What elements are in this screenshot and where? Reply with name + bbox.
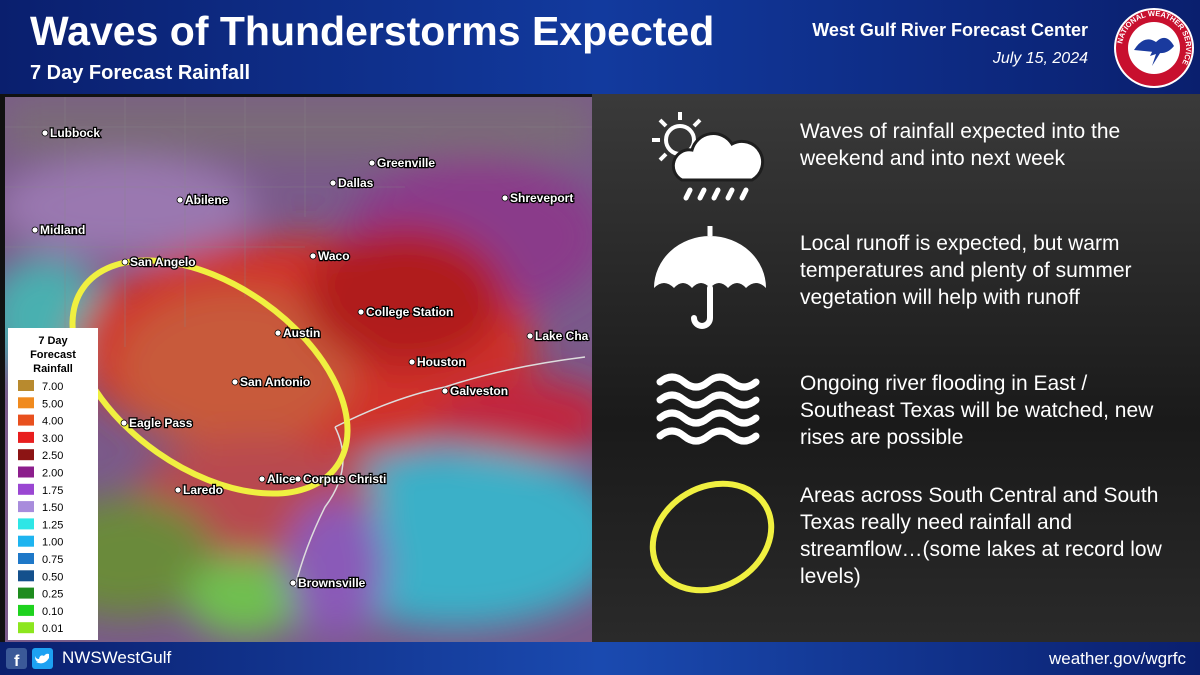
legend-label: 0.10 <box>42 606 63 618</box>
title: Waves of Thunderstorms Expected <box>30 8 715 54</box>
city-dot <box>501 194 509 202</box>
legend-swatch <box>18 604 34 616</box>
city-dot <box>274 329 282 337</box>
city-dot <box>41 129 49 137</box>
legend-swatch <box>18 449 34 461</box>
legend: 7 Day Forecast Rainfall 7.00 5.00 4.00 3.00… <box>8 328 98 640</box>
nws-seal: NATIONAL WEATHER SERVICE <box>1114 8 1194 88</box>
legend-label: 2.50 <box>42 450 63 462</box>
legend-label: 3.00 <box>42 433 63 445</box>
city-label: Corpus Christi <box>303 472 386 486</box>
legend-label: 7.00 <box>42 381 63 393</box>
city-label: Shreveport <box>510 191 573 205</box>
city-dot <box>294 475 302 483</box>
url: weather.gov/wgrfc <box>1048 649 1186 668</box>
date: July 15, 2024 <box>992 50 1088 67</box>
city-dot <box>176 196 184 204</box>
legend-swatch <box>18 535 34 547</box>
header: Waves of Thunderstorms Expected 7 Day Fo… <box>0 0 1200 94</box>
city-label: College Station <box>366 305 453 319</box>
legend-swatch <box>18 518 34 530</box>
city-label: Brownsville <box>298 576 366 590</box>
legend-label: 4.00 <box>42 416 63 428</box>
bullet-text: Ongoing river flooding in East / Southea… <box>800 372 1154 449</box>
city-dot <box>289 579 297 587</box>
handle: NWSWestGulf <box>62 648 172 667</box>
city-dot <box>309 252 317 260</box>
icons <box>649 112 775 594</box>
legend-label: 1.50 <box>42 502 63 514</box>
city-label: San Antonio <box>240 375 310 389</box>
svg-text:f: f <box>14 653 20 670</box>
city-label: Alice <box>267 472 296 486</box>
city-label: Midland <box>40 223 85 237</box>
legend-swatch <box>18 414 34 426</box>
city-dot <box>120 419 128 427</box>
legend-swatch <box>18 553 34 564</box>
legend-label: 1.75 <box>42 485 63 497</box>
city-dot <box>368 159 376 167</box>
city-label: Laredo <box>183 483 223 497</box>
legend-label: 0.50 <box>42 571 63 583</box>
city-dot <box>441 387 449 395</box>
city-dot <box>174 486 182 494</box>
city-label: Eagle Pass <box>129 416 193 430</box>
legend-swatch <box>18 380 34 391</box>
city-label: San Angelo <box>130 255 196 269</box>
footer: f NWSWestGulf weather.gov/wgrfc <box>0 642 1200 675</box>
city-dot <box>329 179 337 187</box>
legend-label: 0.75 <box>42 554 63 566</box>
bullet-text: Areas across South Central and South Tex… <box>800 484 1162 588</box>
legend-swatch <box>18 501 34 513</box>
legend-swatch <box>18 397 34 409</box>
legend-label: 2.00 <box>42 468 63 480</box>
city-label: Lubbock <box>50 126 100 140</box>
city-label: Greenville <box>377 156 435 170</box>
city-dot <box>357 308 365 316</box>
subtitle: 7 Day Forecast Rainfall <box>30 62 251 84</box>
legend-swatch <box>18 622 34 634</box>
city-dot <box>121 258 129 266</box>
city-dot <box>231 378 239 386</box>
legend-swatch <box>18 483 34 495</box>
legend-items: 7.00 5.00 4.00 3.00 2.50 2.00 1.75 1.50 1.25 1.00… <box>18 380 63 635</box>
city-label: Houston <box>417 355 466 369</box>
legend-swatch <box>18 587 34 599</box>
city-dot <box>31 226 39 234</box>
legend-swatch <box>18 431 34 443</box>
info-panel <box>592 94 1200 642</box>
city-dot <box>526 332 534 340</box>
city-label: Austin <box>283 326 320 340</box>
city-label: Lake Cha <box>535 329 589 343</box>
office: West Gulf River Forecast Center <box>812 20 1088 40</box>
legend-label: 1.00 <box>42 537 63 549</box>
bullet-text: Waves of rainfall expected into the week… <box>800 120 1121 170</box>
legend-label: 0.01 <box>42 623 63 635</box>
highlight-ellipse <box>69 257 351 497</box>
city-label: Waco <box>318 249 350 263</box>
legend-label: 0.25 <box>42 589 63 601</box>
legend-label: 1.25 <box>42 519 63 531</box>
social-icons: f <box>6 648 53 670</box>
city-label: Dallas <box>338 176 374 190</box>
city-dot <box>258 475 266 483</box>
legend-title: 7 Day Forecast Rainfall <box>30 335 76 375</box>
legend-swatch <box>18 466 34 478</box>
city-label: Galveston <box>450 384 508 398</box>
legend-label: 5.00 <box>42 398 63 410</box>
bullet-text: Local runoff is expected, but warm tempe… <box>800 232 1132 309</box>
city-dot <box>408 358 416 366</box>
legend-swatch <box>18 570 34 582</box>
city-label: Abilene <box>185 193 229 207</box>
